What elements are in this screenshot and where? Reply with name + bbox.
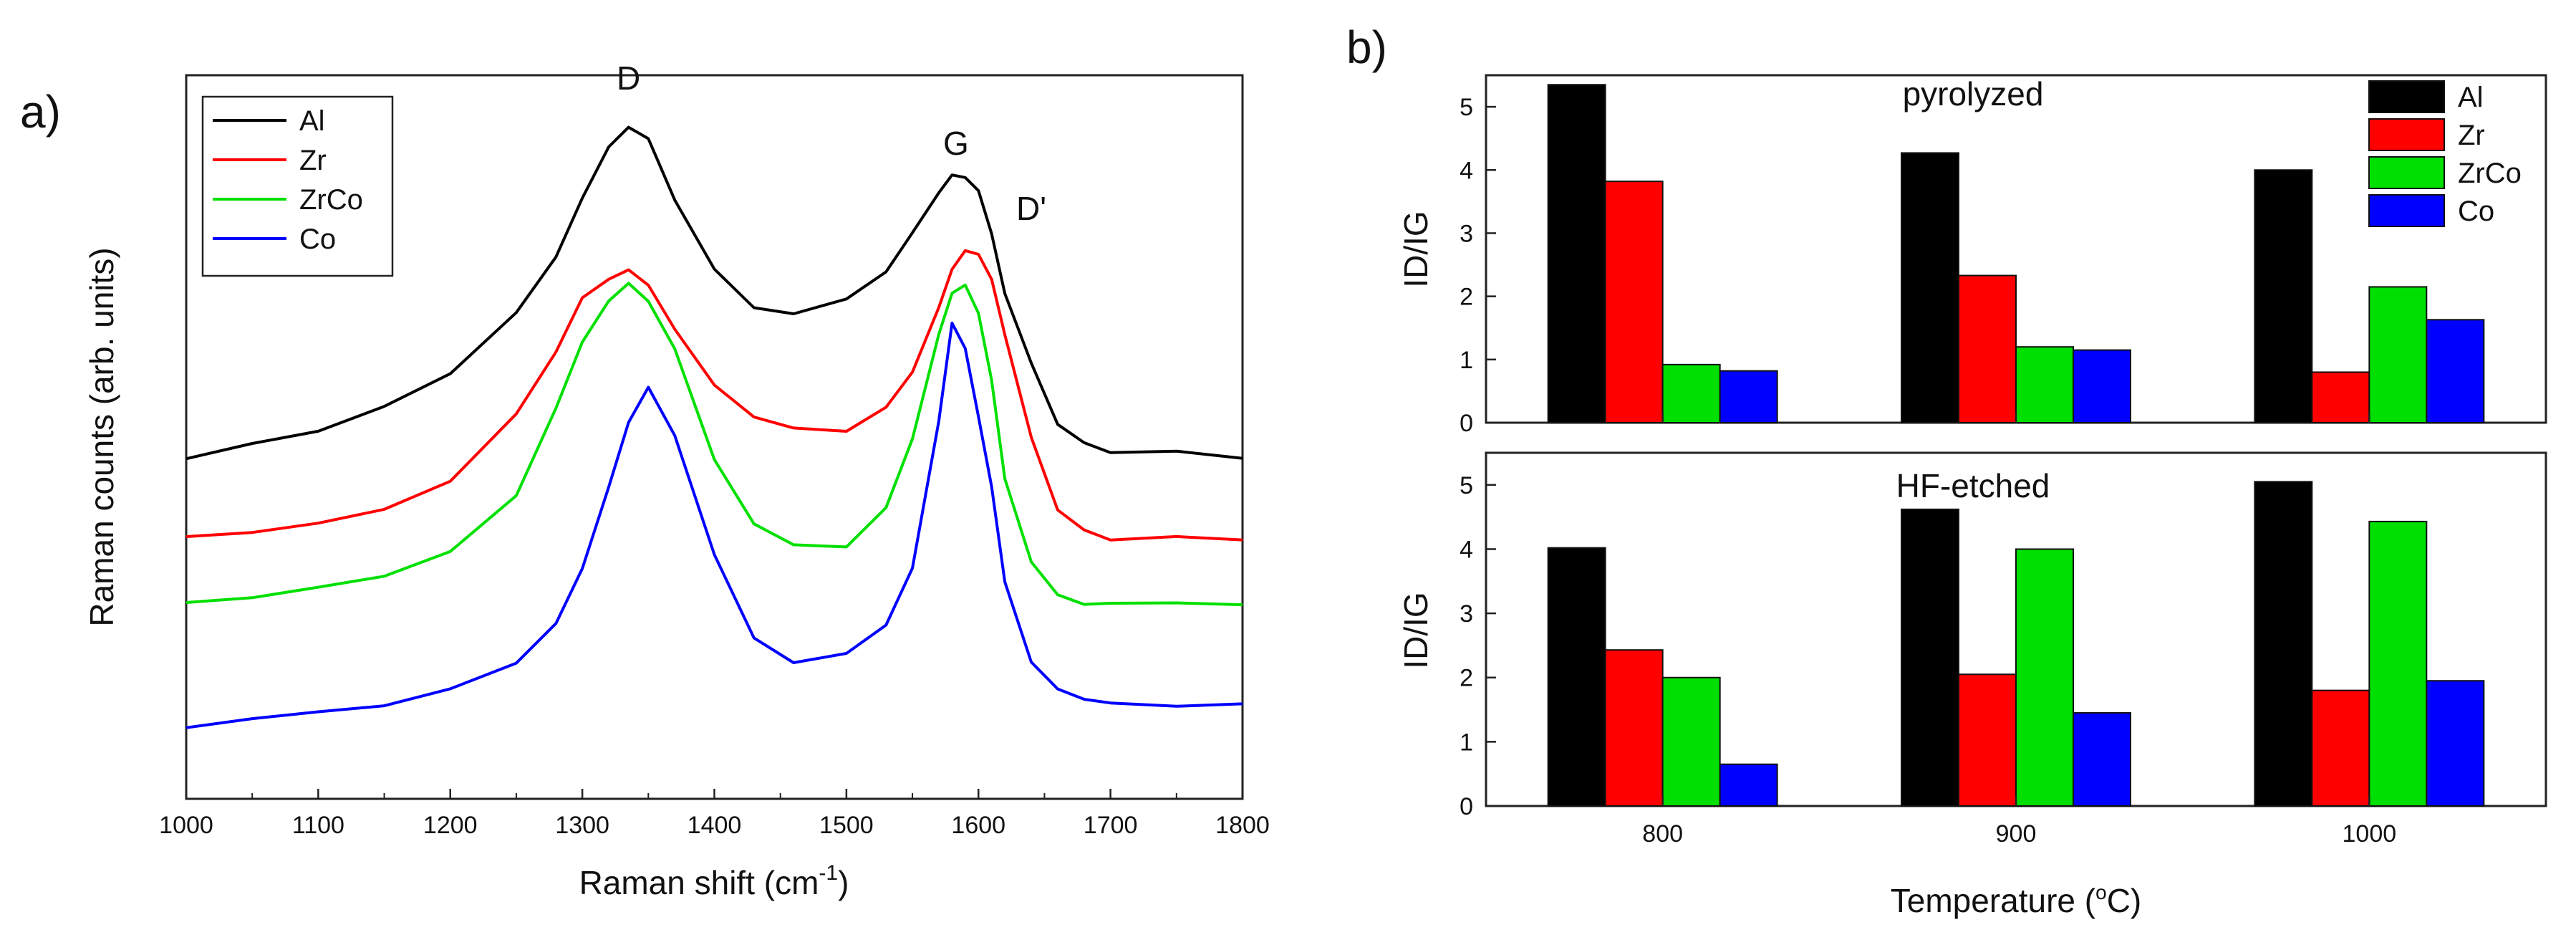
bar-hf-etched-co-1000: [2426, 680, 2485, 807]
bar-hf-etched-al-1000: [2254, 481, 2313, 807]
raman-y-axis-title: Raman counts (arb. units): [83, 247, 120, 626]
raman-x-tick-label: 1500: [819, 812, 874, 839]
idig-x-ticks: 800 900 1000: [1642, 413, 2396, 848]
raman-x-tick-label: 1400: [688, 812, 742, 839]
raman-legend-box: [201, 95, 394, 277]
legend-swatch-zrco: [2368, 156, 2445, 189]
legend-label-zr: Zr: [2458, 120, 2485, 151]
idig-x-axis-title: Temperature (oC): [1891, 881, 2141, 919]
bar-pyrolyzed-zrco-800: [1661, 363, 1721, 424]
hf-etched-title: HF-etched: [1896, 467, 2050, 504]
hf-etched-y-ticks: 0 1 2 3 4 5: [1460, 472, 1496, 820]
y-tick-label: 2: [1460, 284, 1473, 311]
y-tick-label: 5: [1460, 94, 1473, 121]
spectrum-line-zr: [185, 249, 1243, 542]
panel-label-b: b): [1346, 21, 1387, 73]
hf-etched-bars: [1547, 481, 2485, 807]
raman-x-tick-label: 1600: [951, 812, 1005, 839]
pyrolyzed-y-axis-title: ID/IG: [1397, 211, 1434, 287]
legend-label-zrco: ZrCo: [299, 184, 363, 216]
panel-label-a: a): [20, 86, 61, 138]
legend-swatch-co: [2368, 194, 2445, 227]
y-tick-label: 0: [1460, 410, 1473, 437]
peak-label-g: G: [943, 125, 969, 162]
raman-legend: Al Zr ZrCo Co: [201, 95, 394, 277]
raman-x-tick-label: 1200: [423, 812, 478, 839]
legend-label-al: Al: [299, 105, 325, 137]
bar-hf-etched-zr-800: [1604, 649, 1664, 807]
y-tick-label: 0: [1460, 793, 1473, 820]
raman-x-axis-title: Raman shift (cm-1): [579, 861, 849, 901]
pyrolyzed-y-ticks: 0 1 2 3 4 5: [1460, 94, 1496, 437]
bar-pyrolyzed-zr-800: [1604, 181, 1664, 424]
pyrolyzed-title: pyrolyzed: [1903, 75, 2044, 112]
peak-label-d: D: [617, 59, 640, 97]
pyrolyzed-subplot: 0 1 2 3 4 5 pyrolyzed ID/IG Al Zr ZrCo Co: [1397, 74, 2547, 437]
legend-label-co: Co: [2458, 196, 2494, 227]
spectrum-line-al: [185, 125, 1243, 461]
raman-x-tick-label: 1800: [1215, 812, 1270, 839]
x-tick-label: 800: [1642, 820, 1683, 848]
y-tick-label: 4: [1460, 536, 1473, 563]
idig-legend: Al Zr ZrCo Co: [2368, 80, 2522, 227]
legend-label-al: Al: [2458, 82, 2484, 113]
bar-pyrolyzed-al-900: [1901, 152, 1959, 424]
hf-etched-subplot: 0 1 2 3 4 5 HF-etched ID/IG: [1397, 451, 2547, 820]
spectrum-line-zrco: [185, 282, 1243, 607]
raman-peak-labels: D G D': [617, 59, 1046, 227]
bar-hf-etched-zr-900: [1958, 673, 2017, 807]
bar-hf-etched-zrco-1000: [2368, 520, 2428, 807]
y-tick-label: 1: [1460, 347, 1473, 374]
y-tick-label: 3: [1460, 220, 1473, 247]
y-tick-label: 5: [1460, 472, 1473, 499]
legend-label-co: Co: [299, 224, 336, 255]
bar-pyrolyzed-al-800: [1547, 84, 1606, 424]
raman-x-tick-label: 1000: [159, 812, 213, 839]
peak-label-d-: D': [1016, 190, 1046, 227]
x-tick-label: 900: [1996, 820, 2037, 848]
raman-x-ticks: 1000 1100 1200 1300 1400 1500 1600 1700 1800: [159, 789, 1270, 839]
bar-hf-etched-co-900: [2073, 712, 2131, 807]
legend-swatch-al: [2368, 80, 2445, 113]
raman-x-tick-label: 1300: [555, 812, 609, 839]
raman-spectra: [185, 125, 1243, 729]
spectrum-line-co: [185, 321, 1243, 729]
bar-pyrolyzed-co-800: [1719, 370, 1778, 424]
bar-hf-etched-zrco-800: [1661, 676, 1721, 807]
y-tick-label: 4: [1460, 157, 1473, 184]
bar-hf-etched-zrco-900: [2015, 548, 2074, 807]
bar-pyrolyzed-zr-900: [1958, 274, 2017, 424]
idig-chart: 0 1 2 3 4 5 pyrolyzed ID/IG Al Zr ZrCo Co 0 1 2…: [1397, 74, 2547, 919]
legend-label-zr: Zr: [299, 145, 327, 176]
y-tick-label: 3: [1460, 600, 1473, 628]
legend-swatch-zr: [2368, 118, 2445, 151]
raman-x-tick-label: 1700: [1084, 812, 1138, 839]
bar-hf-etched-zr-1000: [2311, 689, 2370, 807]
x-tick-label: 1000: [2343, 820, 2397, 848]
bar-hf-etched-co-800: [1719, 763, 1778, 807]
bar-pyrolyzed-zrco-1000: [2368, 286, 2428, 423]
bar-pyrolyzed-co-900: [2073, 349, 2131, 423]
bar-pyrolyzed-zr-1000: [2311, 371, 2370, 423]
y-tick-label: 2: [1460, 665, 1473, 692]
legend-label-zrco: ZrCo: [2458, 158, 2522, 189]
bar-hf-etched-al-800: [1547, 547, 1606, 807]
bar-hf-etched-al-900: [1901, 508, 1959, 807]
bar-pyrolyzed-co-1000: [2426, 319, 2485, 423]
raman-chart: 1000 1100 1200 1300 1400 1500 1600 1700 1800 DGD…: [83, 59, 1270, 901]
bar-pyrolyzed-al-1000: [2254, 169, 2313, 423]
bar-pyrolyzed-zrco-900: [2015, 346, 2074, 424]
y-tick-label: 1: [1460, 729, 1473, 756]
raman-x-tick-label: 1100: [292, 812, 344, 839]
pyrolyzed-bars: [1547, 84, 2485, 424]
hf-etched-y-axis-title: ID/IG: [1397, 592, 1434, 668]
